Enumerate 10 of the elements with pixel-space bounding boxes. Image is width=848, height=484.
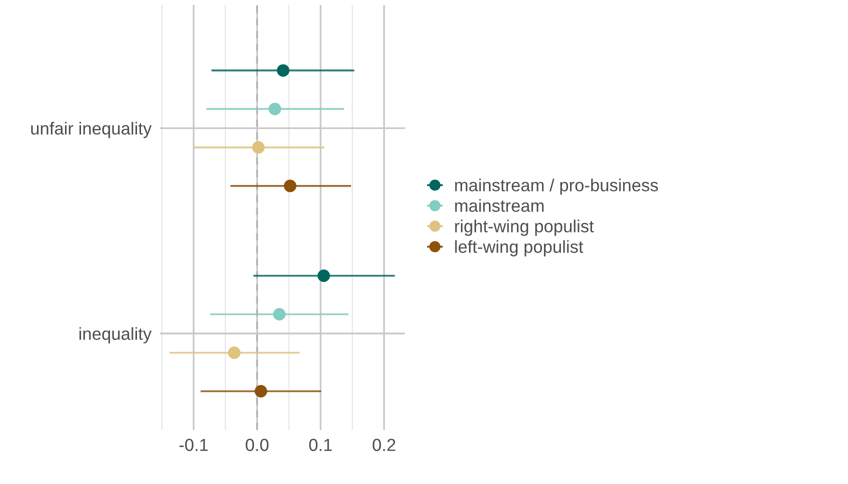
y-tick-label: unfair inequality xyxy=(31,122,152,138)
legend-label: right-wing populist xyxy=(455,220,594,236)
x-tick-label: -0.1 xyxy=(179,438,208,452)
y-tick-label: inequality xyxy=(79,327,152,344)
x-tick-label: 0.2 xyxy=(372,438,396,452)
x-tick-label: 0.0 xyxy=(246,438,268,452)
legend-label: mainstream xyxy=(455,199,544,212)
legend-label: mainstream / pro-business xyxy=(455,178,658,195)
x-tick-label: 0.1 xyxy=(309,438,332,452)
legend-label: left-wing populist xyxy=(455,240,584,256)
